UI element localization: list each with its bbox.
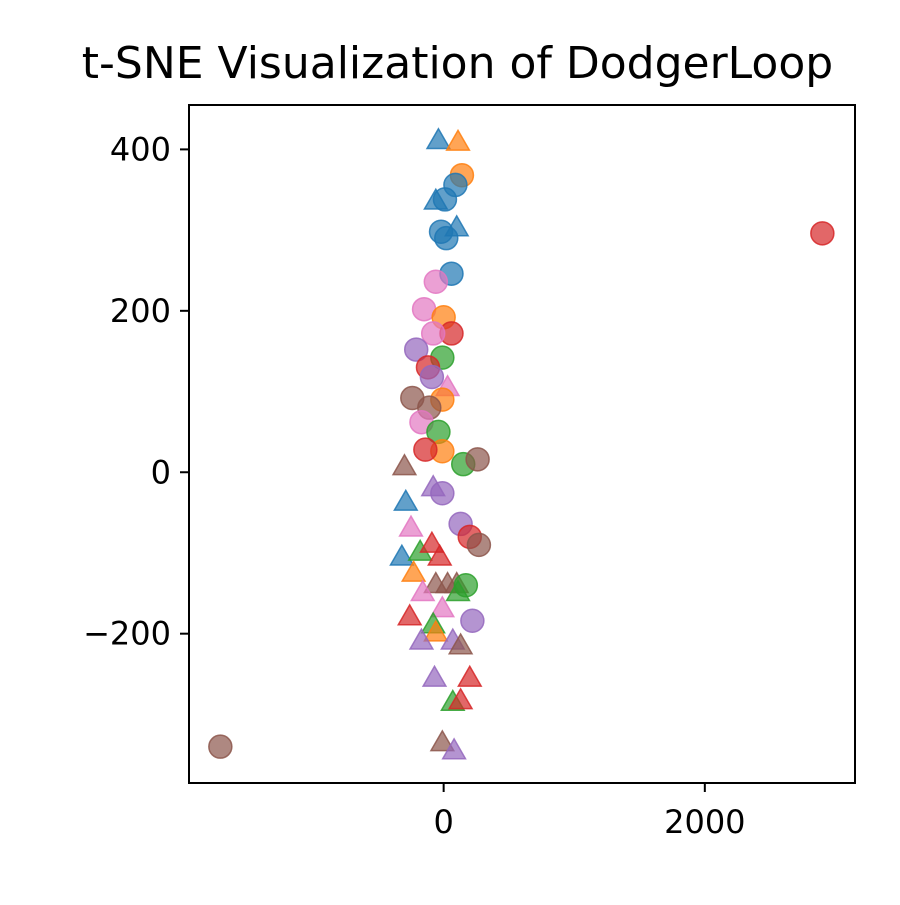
y-tick-label: 200: [110, 292, 171, 330]
point-triangle: [423, 187, 449, 210]
point-triangle: [447, 632, 474, 655]
point-triangle: [410, 579, 436, 602]
point-triangle: [447, 687, 474, 710]
point-circle: [466, 532, 492, 558]
point-triangle: [427, 543, 453, 566]
point-triangle: [423, 619, 449, 642]
point-triangle: [393, 488, 419, 511]
point-circle: [430, 480, 455, 506]
point-circle: [413, 437, 438, 462]
point-triangle: [408, 627, 435, 650]
point-triangle: [425, 127, 452, 150]
x-tick-label: 2000: [664, 803, 745, 841]
point-triangle: [391, 453, 418, 476]
point-triangle: [445, 579, 471, 602]
y-tick-label: 400: [110, 130, 171, 168]
point-triangle: [423, 571, 449, 594]
point-triangle: [398, 514, 424, 537]
point-circle: [465, 447, 490, 472]
point-circle: [810, 221, 835, 246]
point-triangle: [429, 595, 456, 618]
point-circle: [434, 225, 459, 251]
data-points: [208, 127, 835, 760]
point-triangle: [400, 559, 427, 582]
point-triangle: [396, 603, 423, 626]
chart-title: t-SNE Visualization of DodgerLoop: [81, 38, 834, 89]
point-triangle: [419, 530, 445, 553]
point-circle: [420, 321, 446, 346]
point-circle: [419, 364, 445, 390]
point-triangle: [421, 664, 448, 687]
point-triangle: [429, 729, 456, 752]
point-circle: [423, 269, 449, 295]
point-circle: [460, 608, 485, 634]
plot-frame: [188, 104, 856, 784]
x-tick-label: 0: [433, 803, 453, 841]
point-circle: [208, 734, 233, 759]
point-circle: [403, 337, 429, 362]
y-tick-label: −200: [83, 615, 171, 653]
point-triangle: [445, 128, 471, 151]
point-triangle: [457, 664, 483, 687]
point-triangle: [441, 737, 467, 760]
y-tick-label: 0: [151, 453, 171, 491]
point-triangle: [389, 543, 415, 566]
